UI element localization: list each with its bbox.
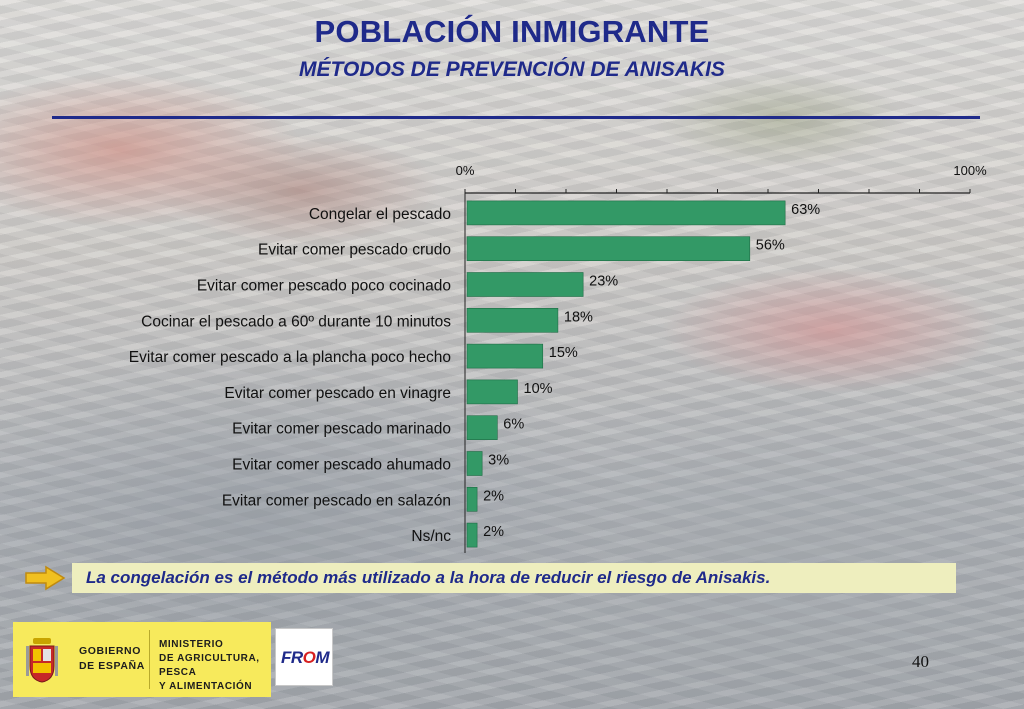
category-label: Cocinar el pescado a 60º durante 10 minu… (141, 313, 451, 330)
value-label: 18% (564, 309, 593, 325)
bar (466, 307, 559, 333)
category-label: Congelar el pescado (309, 206, 451, 223)
value-label: 3% (488, 453, 509, 469)
ministerio-line-1: MINISTERIO (159, 639, 224, 650)
ministerio-text: MINISTERIO DE AGRICULTURA, PESCA Y ALIME… (159, 638, 271, 694)
ministerio-line-2: DE AGRICULTURA, PESCA (159, 653, 260, 678)
category-label: Evitar comer pescado marinado (232, 421, 451, 438)
x-axis-min-label: 0% (456, 163, 475, 178)
value-label: 2% (483, 488, 504, 504)
value-label: 6% (503, 417, 524, 433)
from-logo-text: FROM (281, 648, 330, 667)
bar (466, 343, 544, 369)
conclusion-text: La congelación es el método más utilizad… (72, 563, 956, 593)
slide-subtitle: MÉTODOS DE PREVENCIÓN DE ANISAKIS (299, 58, 725, 81)
value-label: 15% (549, 345, 578, 361)
value-label: 63% (791, 202, 820, 218)
category-label: Evitar comer pescado poco cocinado (197, 278, 451, 295)
gobierno-line-1: GOBIERNO (79, 645, 141, 657)
from-logo: FROM (275, 628, 333, 686)
category-label: Evitar comer pescado ahumado (232, 457, 451, 474)
value-label: 23% (589, 274, 618, 290)
gobierno-text: GOBIERNO DE ESPAÑA (79, 644, 145, 674)
spain-shield-icon (26, 638, 58, 683)
slide-title: POBLACIÓN INMIGRANTE (314, 14, 710, 49)
value-label: 2% (483, 524, 504, 540)
bar (466, 236, 751, 261)
value-label: 56% (756, 238, 785, 254)
ministerio-line-3: Y ALIMENTACIÓN (159, 681, 253, 692)
category-label: Evitar comer pescado a la plancha poco h… (129, 349, 451, 366)
category-label: Ns/nc (411, 528, 451, 545)
gobierno-logo: GOBIERNO DE ESPAÑA MINISTERIO DE AGRICUL… (13, 622, 271, 697)
x-axis-max-label: 100% (953, 163, 987, 178)
logo-separator (149, 630, 150, 689)
value-label: 10% (524, 381, 553, 397)
bar (466, 200, 786, 226)
title-divider (52, 116, 980, 119)
bar (466, 486, 478, 512)
bar (466, 415, 498, 441)
category-label: Evitar comer pescado en vinagre (224, 385, 451, 402)
page-number: 40 (912, 652, 929, 671)
arrow-icon (25, 565, 66, 591)
category-label: Evitar comer pescado en salazón (222, 492, 451, 509)
bar (466, 272, 584, 297)
bar (466, 451, 483, 476)
category-label: Evitar comer pescado crudo (258, 242, 451, 259)
gobierno-line-2: DE ESPAÑA (79, 660, 145, 672)
bar (466, 522, 478, 548)
bar (466, 379, 518, 405)
